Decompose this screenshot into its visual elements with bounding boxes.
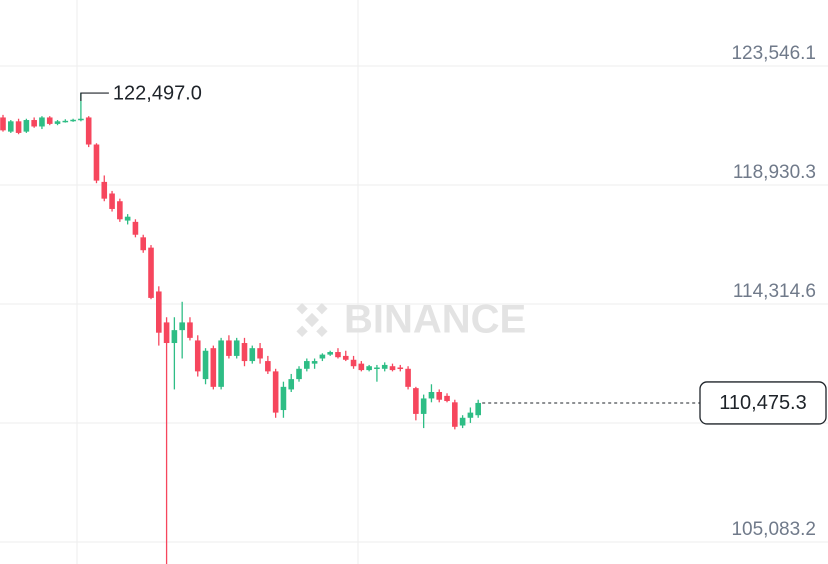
candle-body bbox=[179, 322, 185, 331]
candle-body bbox=[358, 363, 365, 371]
watermark-text: BINANCE bbox=[344, 298, 526, 342]
candle-body bbox=[7, 121, 14, 132]
candle-body bbox=[101, 181, 108, 199]
candle-body bbox=[62, 120, 69, 123]
candle-body bbox=[54, 121, 61, 124]
candle-body bbox=[475, 402, 481, 416]
candle-body bbox=[327, 352, 333, 355]
candle-body bbox=[218, 340, 224, 387]
candle-body bbox=[85, 117, 92, 145]
y-tick-label: 105,083.2 bbox=[731, 519, 816, 540]
price-label: 110,475.3 bbox=[719, 392, 807, 414]
candle-body bbox=[413, 388, 419, 414]
candle-body bbox=[288, 379, 295, 390]
candle-body bbox=[296, 368, 302, 380]
candle-body bbox=[280, 386, 287, 411]
candle-body bbox=[397, 367, 404, 370]
candle-body bbox=[148, 247, 154, 298]
candle-body bbox=[46, 117, 53, 124]
candle-body bbox=[342, 355, 349, 360]
candle-body bbox=[226, 340, 232, 356]
candle-body bbox=[171, 330, 178, 344]
candle-body bbox=[272, 371, 279, 413]
candle-body bbox=[319, 354, 326, 359]
candle-body bbox=[374, 367, 380, 370]
candle-body bbox=[0, 117, 6, 131]
grid: 123,546.1118,930.3114,314.6109,698.9105,… bbox=[0, 43, 828, 543]
candle-body bbox=[39, 117, 45, 127]
candle-body bbox=[428, 392, 435, 399]
candle-body bbox=[249, 348, 256, 362]
candle-body bbox=[265, 361, 271, 372]
candle-body bbox=[366, 366, 372, 371]
candle-body bbox=[381, 364, 388, 369]
y-tick-label: 118,930.3 bbox=[733, 162, 816, 183]
candle-body bbox=[436, 392, 443, 400]
candle-body bbox=[15, 121, 22, 133]
candle-body bbox=[70, 119, 76, 122]
candle-body bbox=[257, 348, 263, 359]
price-label-box bbox=[699, 381, 827, 425]
candle-body bbox=[420, 398, 427, 414]
candle-body bbox=[124, 216, 131, 221]
y-tick-label: 114,314.6 bbox=[733, 281, 816, 302]
candle-body bbox=[140, 237, 147, 251]
candle-body bbox=[241, 343, 248, 362]
candle-body bbox=[187, 322, 193, 338]
high-marker-line bbox=[80, 92, 109, 102]
candle-body bbox=[93, 144, 100, 181]
candle-body bbox=[452, 402, 458, 427]
watermark: BINANCE bbox=[296, 298, 526, 342]
candle-body bbox=[202, 350, 209, 380]
candle-body bbox=[78, 118, 84, 121]
candle-body bbox=[194, 340, 201, 372]
candle-body bbox=[23, 120, 30, 132]
candles bbox=[0, 93, 481, 564]
candle-body bbox=[132, 221, 139, 235]
high-marker-label: 122,497.0 bbox=[113, 82, 202, 104]
candle-body bbox=[233, 340, 240, 356]
candle-body bbox=[117, 201, 123, 220]
candle-body bbox=[210, 348, 217, 387]
overlay: 122,497.0 110,475.3 bbox=[80, 82, 827, 425]
candle-body bbox=[109, 193, 115, 209]
y-tick-label: 123,546.1 bbox=[731, 43, 816, 64]
candle-body bbox=[350, 359, 357, 367]
candle-body bbox=[304, 361, 310, 369]
candle-body bbox=[405, 368, 411, 387]
candle-body bbox=[389, 366, 396, 371]
candle-body bbox=[335, 352, 341, 358]
candle-body bbox=[156, 291, 162, 333]
candle-body bbox=[444, 395, 450, 402]
candle-body bbox=[31, 120, 37, 127]
candle-body bbox=[163, 322, 170, 344]
candle-body bbox=[467, 412, 474, 418]
candle-body bbox=[311, 361, 318, 364]
candle-body bbox=[459, 417, 466, 426]
